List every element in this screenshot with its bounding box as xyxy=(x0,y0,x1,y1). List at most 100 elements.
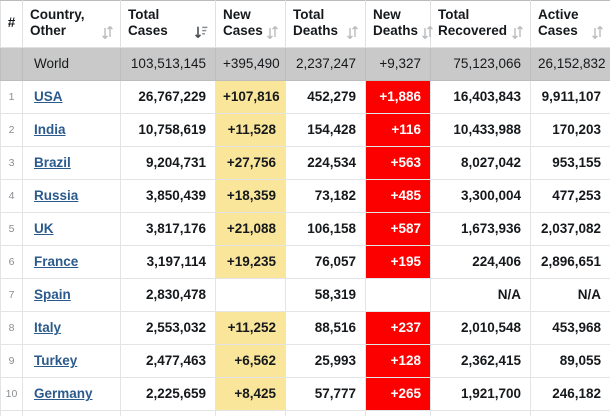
column-header-new-cases[interactable]: New Cases xyxy=(215,0,286,48)
country-name: USA xyxy=(22,79,121,114)
total-cases-value: 2,830,478 xyxy=(120,277,216,312)
total-recovered-value: 75,123,066 xyxy=(430,46,531,81)
total-deaths-value: 88,516 xyxy=(285,310,366,345)
new-deaths-value xyxy=(365,277,431,312)
total-recovered-value: 2,362,415 xyxy=(430,343,531,378)
new-cases-value: +19,235 xyxy=(215,244,286,279)
new-cases-value: +11,252 xyxy=(215,310,286,345)
country-name: India xyxy=(22,112,121,147)
new-cases-value: +27,756 xyxy=(215,145,286,180)
table-cell-partial xyxy=(430,409,531,416)
total-deaths-value: 224,534 xyxy=(285,145,366,180)
sort-both-icon[interactable] xyxy=(102,25,113,40)
sort-descending-icon[interactable] xyxy=(195,26,208,40)
column-header-total-cases[interactable]: Total Cases xyxy=(120,0,216,48)
active-cases-value: 2,896,651 xyxy=(530,244,610,279)
table-row-partial xyxy=(0,409,610,416)
column-header-number[interactable]: # xyxy=(0,0,23,48)
total-cases-value: 9,204,731 xyxy=(120,145,216,180)
column-header-active-cases[interactable]: Active Cases xyxy=(530,0,610,48)
total-deaths-value: 452,279 xyxy=(285,79,366,114)
table-row: 9 Turkey 2,477,463 +6,562 25,993 +128 2,362,41… xyxy=(0,343,610,378)
sort-both-icon[interactable] xyxy=(347,25,358,40)
sort-both-icon[interactable] xyxy=(592,25,603,40)
new-cases-value: +107,816 xyxy=(215,79,286,114)
new-deaths-value: +1,886 xyxy=(365,79,431,114)
country-link[interactable]: Russia xyxy=(34,188,79,204)
column-header-new-deaths[interactable]: New Deaths xyxy=(365,0,433,48)
row-number: 9 xyxy=(0,343,23,378)
total-deaths-value: 106,158 xyxy=(285,211,366,246)
total-deaths-value: 154,428 xyxy=(285,112,366,147)
row-number: 6 xyxy=(0,244,23,279)
total-cases-value: 3,817,176 xyxy=(120,211,216,246)
column-header-new-deaths-label: New Deaths xyxy=(373,7,419,39)
row-number: 3 xyxy=(0,145,23,180)
total-recovered-value: 8,027,042 xyxy=(430,145,531,180)
active-cases-value: 953,155 xyxy=(530,145,610,180)
total-cases-value: 2,477,463 xyxy=(120,343,216,378)
sort-both-icon[interactable] xyxy=(267,25,278,40)
table-header-row: # Country, Other xyxy=(0,0,610,48)
column-header-total-deaths[interactable]: Total Deaths xyxy=(285,0,366,48)
total-recovered-value: 1,921,700 xyxy=(430,376,531,411)
table-row: 5 UK 3,817,176 +21,088 106,158 +587 1,673,936 2… xyxy=(0,211,610,246)
column-header-country-label: Country, Other xyxy=(30,7,85,39)
total-deaths-value: 76,057 xyxy=(285,244,366,279)
sort-both-icon[interactable] xyxy=(422,25,433,40)
country-name: World xyxy=(22,46,121,81)
table-row: 1 USA 26,767,229 +107,816 452,279 +1,886 16,40… xyxy=(0,79,610,114)
total-deaths-value: 57,777 xyxy=(285,376,366,411)
sort-both-icon[interactable] xyxy=(512,25,523,40)
new-cases-value: +21,088 xyxy=(215,211,286,246)
total-recovered-value: 2,010,548 xyxy=(430,310,531,345)
active-cases-value: 89,055 xyxy=(530,343,610,378)
country-name: UK xyxy=(22,211,121,246)
table-header: # Country, Other xyxy=(0,0,610,48)
table-cell-partial xyxy=(120,409,216,416)
total-recovered-value: 1,673,936 xyxy=(430,211,531,246)
new-deaths-value: +9,327 xyxy=(365,46,431,81)
table-cell-partial xyxy=(285,409,366,416)
country-link[interactable]: Turkey xyxy=(34,353,78,369)
new-cases-value: +11,528 xyxy=(215,112,286,147)
column-header-total-recovered-label: Total Recovered xyxy=(438,7,508,39)
country-link[interactable]: France xyxy=(34,254,79,270)
column-header-active-cases-label: Active Cases xyxy=(538,7,579,39)
country-name: Germany xyxy=(22,376,121,411)
total-recovered-value: 16,403,843 xyxy=(430,79,531,114)
country-link[interactable]: Italy xyxy=(34,320,62,336)
country-link[interactable]: India xyxy=(34,122,66,138)
total-cases-value: 103,513,145 xyxy=(120,46,216,81)
country-name: France xyxy=(22,244,121,279)
country-link[interactable]: UK xyxy=(34,221,54,237)
country-link[interactable]: Spain xyxy=(34,287,71,303)
column-header-country[interactable]: Country, Other xyxy=(22,0,121,48)
row-number: 10 xyxy=(0,376,23,411)
new-cases-value: +395,490 xyxy=(215,46,286,81)
table-row: 7 Spain 2,830,478 58,319 N/A N/A xyxy=(0,277,610,312)
column-header-total-recovered[interactable]: Total Recovered xyxy=(430,0,531,48)
row-number xyxy=(0,46,23,81)
active-cases-value: 170,203 xyxy=(530,112,610,147)
active-cases-value: 9,911,107 xyxy=(530,79,610,114)
total-recovered-value: 224,406 xyxy=(430,244,531,279)
total-cases-value: 2,225,659 xyxy=(120,376,216,411)
country-link[interactable]: Brazil xyxy=(34,155,71,171)
row-number: 8 xyxy=(0,310,23,345)
country-link[interactable]: USA xyxy=(34,89,63,105)
country-link[interactable]: Germany xyxy=(34,386,93,402)
new-cases-value: +8,425 xyxy=(215,376,286,411)
active-cases-value: 477,253 xyxy=(530,178,610,213)
new-cases-value xyxy=(215,277,286,312)
active-cases-value: 2,037,082 xyxy=(530,211,610,246)
table-row: 6 France 3,197,114 +19,235 76,057 +195 224,406… xyxy=(0,244,610,279)
total-deaths-value: 2,237,247 xyxy=(285,46,366,81)
new-deaths-value: +563 xyxy=(365,145,431,180)
active-cases-value: 26,152,832 xyxy=(530,46,610,81)
total-deaths-value: 25,993 xyxy=(285,343,366,378)
column-header-total-deaths-label: Total Deaths xyxy=(293,7,339,39)
total-deaths-value: 73,182 xyxy=(285,178,366,213)
